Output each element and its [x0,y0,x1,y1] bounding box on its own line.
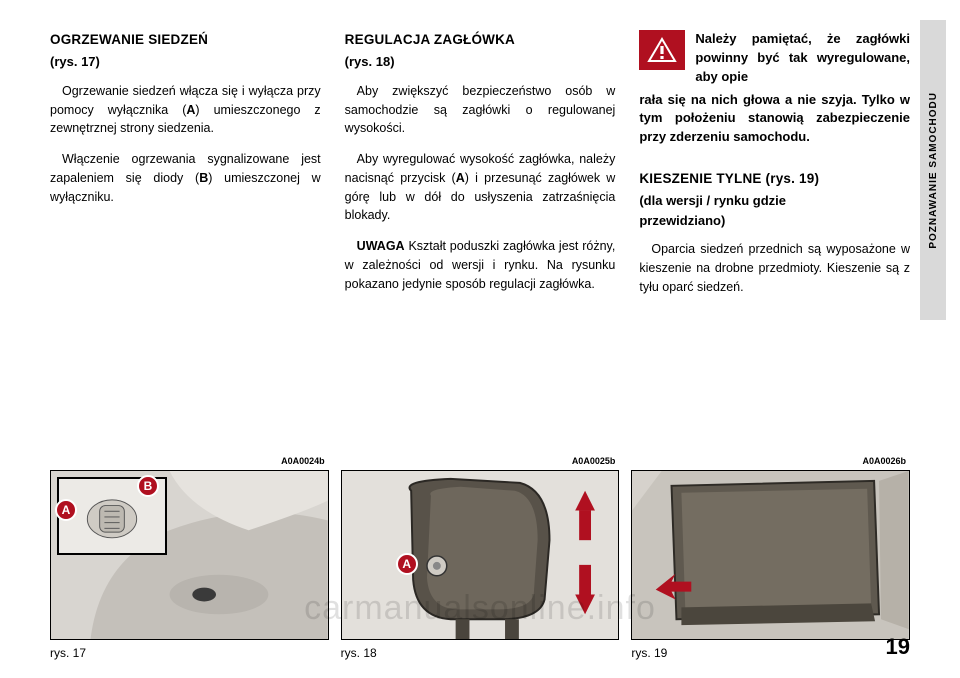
figure-18-badge-a: A [396,553,418,575]
figure-19: A0A0026b rys. 19 [631,470,910,660]
col3-sub2b: przewidziano) [639,211,910,231]
col1-heading: OGRZEWANIE SIEDZEŃ [50,30,321,50]
figure-17: A0A0024b [50,470,329,660]
warning-block: Należy pamiętać, że za­główki powinny by… [639,30,910,87]
col2-p1: Aby zwiększyć bezpieczeństwo osób w samo… [345,82,616,138]
col2-heading: REGULACJA ZAGŁÓWKA [345,30,616,50]
figure-18-label: rys. 18 [341,646,620,660]
column-1: OGRZEWANIE SIEDZEŃ (rys. 17) Ogrzewanie … [50,30,321,309]
section-side-tab: POZNAWANIE SAMOCHODU [920,20,946,320]
col3-p1: Oparcia siedzeń przednich są wyposażone … [639,240,910,296]
page-number: 19 [886,634,910,660]
col1-p2: Włączenie ogrzewania sygnalizowane jest … [50,150,321,206]
column-3: Należy pamiętać, że za­główki powinny by… [639,30,910,309]
warning-text-cont: rała się na nich głowa a nie szyja. Tylk… [639,91,910,148]
figure-17-image: A B [50,470,329,640]
col2-sub: (rys. 18) [345,52,616,72]
text-columns: OGRZEWANIE SIEDZEŃ (rys. 17) Ogrzewanie … [50,30,910,309]
figure-17-label: rys. 17 [50,646,329,660]
col1-p1: Ogrzewanie siedzeń włącza się i wyłącza … [50,82,321,138]
figure-18-image: A [341,470,620,640]
figure-17-badge-b: B [137,475,159,497]
manual-page: POZNAWANIE SAMOCHODU OGRZEWANIE SIEDZEŃ … [0,0,960,678]
figure-18: A0A0025b [341,470,620,660]
column-2: REGULACJA ZAGŁÓWKA (rys. 18) Aby zwiększ… [345,30,616,309]
col2-p3: UWAGA Kształt poduszki zagłówka jest róż… [345,237,616,293]
warning-triangle-icon [639,30,685,70]
col3-heading2: KIESZENIE TYLNE (rys. 19) [639,169,910,189]
figure-19-label: rys. 19 [631,646,910,660]
figure-19-image [631,470,910,640]
figure-18-code: A0A0025b [572,456,616,466]
col3-sub2a: (dla wersji / rynku gdzie [639,191,910,211]
col1-sub: (rys. 17) [50,52,321,72]
figure-17-badge-a: A [55,499,77,521]
warning-text-first: Należy pamiętać, że za­główki powinny by… [695,30,910,87]
figure-19-code: A0A0026b [862,456,906,466]
figure-17-code: A0A0024b [281,456,325,466]
section-side-tab-label: POZNAWANIE SAMOCHODU [928,92,939,249]
col2-p2: Aby wyregulować wysokość zagłówka, należ… [345,150,616,225]
figures-row: A0A0024b [50,470,910,660]
